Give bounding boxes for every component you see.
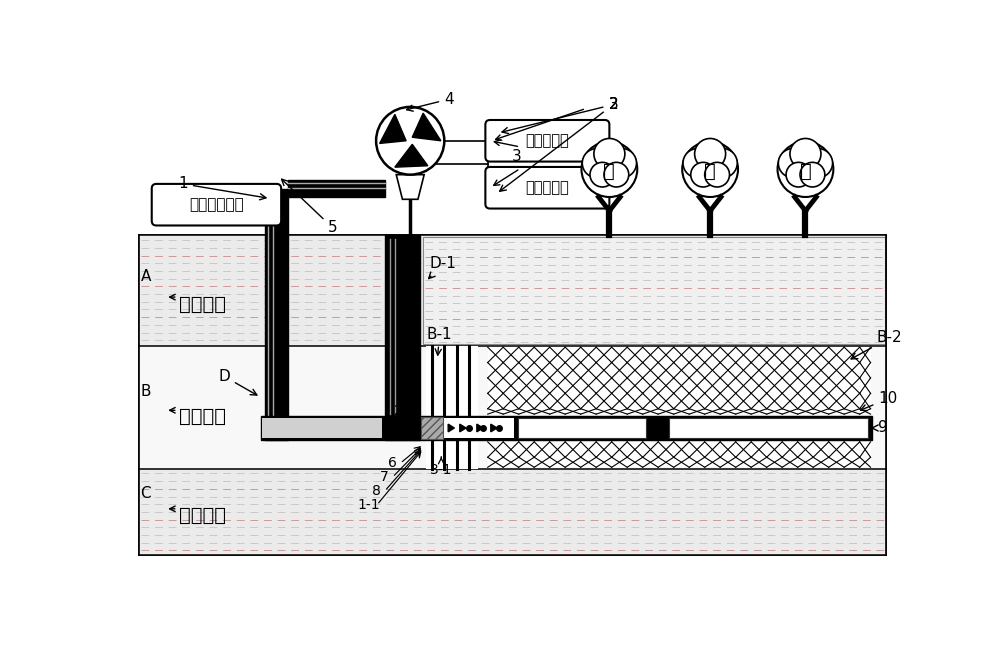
Text: 2: 2 <box>608 97 618 112</box>
Text: 7: 7 <box>380 470 389 484</box>
Circle shape <box>682 142 738 197</box>
Text: 3: 3 <box>500 97 618 192</box>
Text: B: B <box>140 384 151 399</box>
Polygon shape <box>396 175 424 199</box>
Bar <box>488 347 871 414</box>
Polygon shape <box>448 424 454 432</box>
FancyBboxPatch shape <box>152 184 281 226</box>
Polygon shape <box>395 144 428 167</box>
Text: 1: 1 <box>178 177 266 200</box>
Circle shape <box>691 162 716 187</box>
Circle shape <box>800 162 825 187</box>
Circle shape <box>683 148 712 178</box>
Text: B-2: B-2 <box>851 331 902 359</box>
Circle shape <box>376 107 444 175</box>
Bar <box>669 418 868 438</box>
FancyBboxPatch shape <box>485 120 609 162</box>
Text: 6: 6 <box>388 456 397 470</box>
Bar <box>139 236 886 555</box>
Text: 1-1: 1-1 <box>358 498 380 512</box>
Text: 3-1: 3-1 <box>430 457 452 477</box>
Text: 二氧化碳罐体: 二氧化碳罐体 <box>189 197 244 212</box>
Text: 树: 树 <box>604 162 615 181</box>
Circle shape <box>778 142 833 197</box>
Circle shape <box>786 162 811 187</box>
Polygon shape <box>380 115 406 144</box>
Circle shape <box>594 138 625 170</box>
Text: 2-1: 2-1 <box>394 404 419 422</box>
Text: D-1: D-1 <box>429 256 456 279</box>
Circle shape <box>607 148 637 178</box>
Text: B-1: B-1 <box>427 327 452 355</box>
Bar <box>426 345 478 469</box>
Polygon shape <box>491 424 497 432</box>
Bar <box>264 190 288 441</box>
Circle shape <box>695 138 726 170</box>
Circle shape <box>582 148 612 178</box>
Text: 2: 2 <box>502 97 618 133</box>
Bar <box>488 442 871 467</box>
Bar <box>518 418 646 438</box>
Text: 8: 8 <box>372 484 381 498</box>
Text: D: D <box>218 369 257 395</box>
FancyBboxPatch shape <box>485 167 609 208</box>
Circle shape <box>604 162 629 187</box>
Text: 盖层岩石: 盖层岩石 <box>179 295 226 314</box>
Circle shape <box>708 148 737 178</box>
Bar <box>139 236 886 345</box>
Bar <box>261 415 872 441</box>
Bar <box>385 236 420 441</box>
Text: 9: 9 <box>872 421 888 435</box>
Text: 储层岩石: 储层岩石 <box>179 407 226 426</box>
Bar <box>288 180 385 197</box>
Circle shape <box>581 142 637 197</box>
Circle shape <box>705 162 730 187</box>
Bar <box>139 345 886 469</box>
Text: 3: 3 <box>512 149 521 164</box>
Text: A: A <box>140 269 151 284</box>
Text: 聚能剂罐体: 聚能剂罐体 <box>526 133 569 148</box>
Bar <box>423 237 885 344</box>
Polygon shape <box>412 113 441 141</box>
Polygon shape <box>477 424 483 432</box>
Polygon shape <box>460 424 466 432</box>
Text: 4: 4 <box>407 92 454 111</box>
Text: 支撑剂罐体: 支撑剂罐体 <box>526 181 569 195</box>
Text: C: C <box>140 486 151 501</box>
Bar <box>139 469 886 555</box>
Circle shape <box>590 162 615 187</box>
Text: 5: 5 <box>282 179 338 236</box>
Circle shape <box>778 148 808 178</box>
Bar <box>262 418 382 438</box>
Circle shape <box>790 138 821 170</box>
Text: 树: 树 <box>800 162 811 181</box>
Text: 树: 树 <box>704 162 716 181</box>
Text: 底层岩石: 底层岩石 <box>179 505 226 525</box>
Bar <box>444 418 514 438</box>
Circle shape <box>803 148 833 178</box>
Bar <box>421 417 443 439</box>
Text: 10: 10 <box>861 391 898 411</box>
